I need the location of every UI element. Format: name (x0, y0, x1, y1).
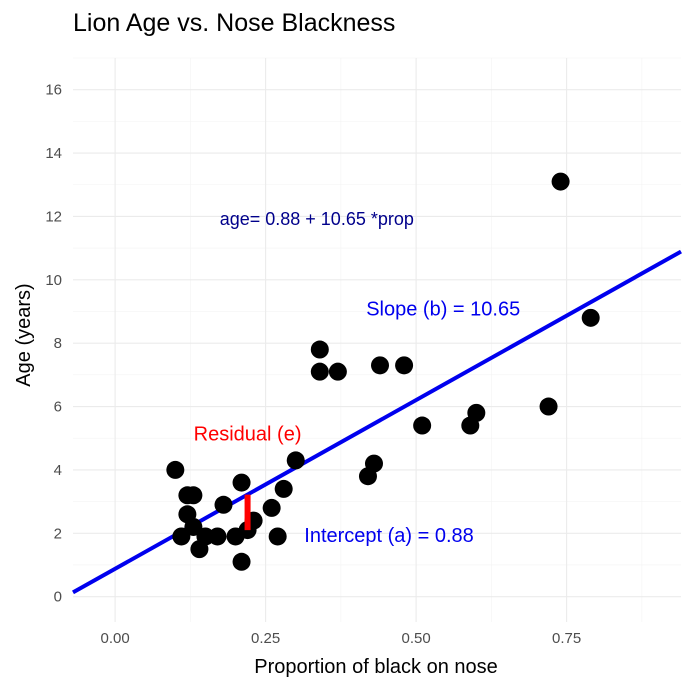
y-tick-label: 16 (45, 82, 62, 99)
axes: 0.00 0.25 0.50 0.75 0 2 4 6 8 10 12 14 16 (45, 82, 581, 647)
data-point (208, 527, 227, 546)
x-tick-label: 0.75 (552, 630, 581, 647)
data-point (214, 495, 233, 514)
data-point (413, 416, 432, 435)
x-axis-title: Proportion of black on nose (254, 656, 498, 678)
data-point (172, 527, 191, 546)
data-point (274, 479, 293, 498)
annotation-label: age= 0.88 + 10.65 *prop (220, 209, 414, 229)
data-point (539, 397, 558, 416)
annotation-label: Residual (e) (194, 423, 302, 445)
y-tick-label: 10 (45, 272, 62, 289)
chart-title: Lion Age vs. Nose Blackness (73, 9, 395, 37)
data-point (184, 486, 203, 505)
data-point (286, 451, 305, 470)
data-point (268, 527, 287, 546)
data-point (262, 498, 281, 517)
grid-lines (73, 57, 681, 622)
y-tick-label: 14 (45, 145, 62, 162)
y-tick-label: 2 (54, 525, 62, 542)
data-point (184, 517, 203, 536)
data-point (467, 403, 486, 422)
data-point (395, 356, 414, 375)
data-point (232, 552, 251, 571)
y-tick-label: 8 (54, 335, 62, 352)
x-tick-label: 0.50 (402, 630, 431, 647)
data-point (364, 454, 383, 473)
y-tick-label: 0 (54, 589, 62, 606)
data-point (328, 362, 347, 381)
x-tick-label: 0.00 (101, 630, 130, 647)
annotation-label: Intercept (a) = 0.88 (304, 525, 474, 547)
plot-area: age= 0.88 + 10.65 *prop Slope (b) = 10.65… (72, 172, 682, 595)
y-axis-title: Age (years) (13, 283, 35, 386)
data-point (310, 362, 329, 381)
data-point (371, 356, 390, 375)
data-point (232, 473, 251, 492)
y-tick-label: 4 (54, 462, 62, 479)
data-point (551, 172, 570, 191)
data-point (310, 340, 329, 359)
data-point (166, 460, 185, 479)
y-tick-label: 12 (45, 208, 62, 225)
annotation-label: Slope (b) = 10.65 (366, 298, 520, 320)
data-point (581, 308, 600, 327)
y-tick-label: 6 (54, 399, 62, 416)
x-tick-label: 0.25 (251, 630, 280, 647)
